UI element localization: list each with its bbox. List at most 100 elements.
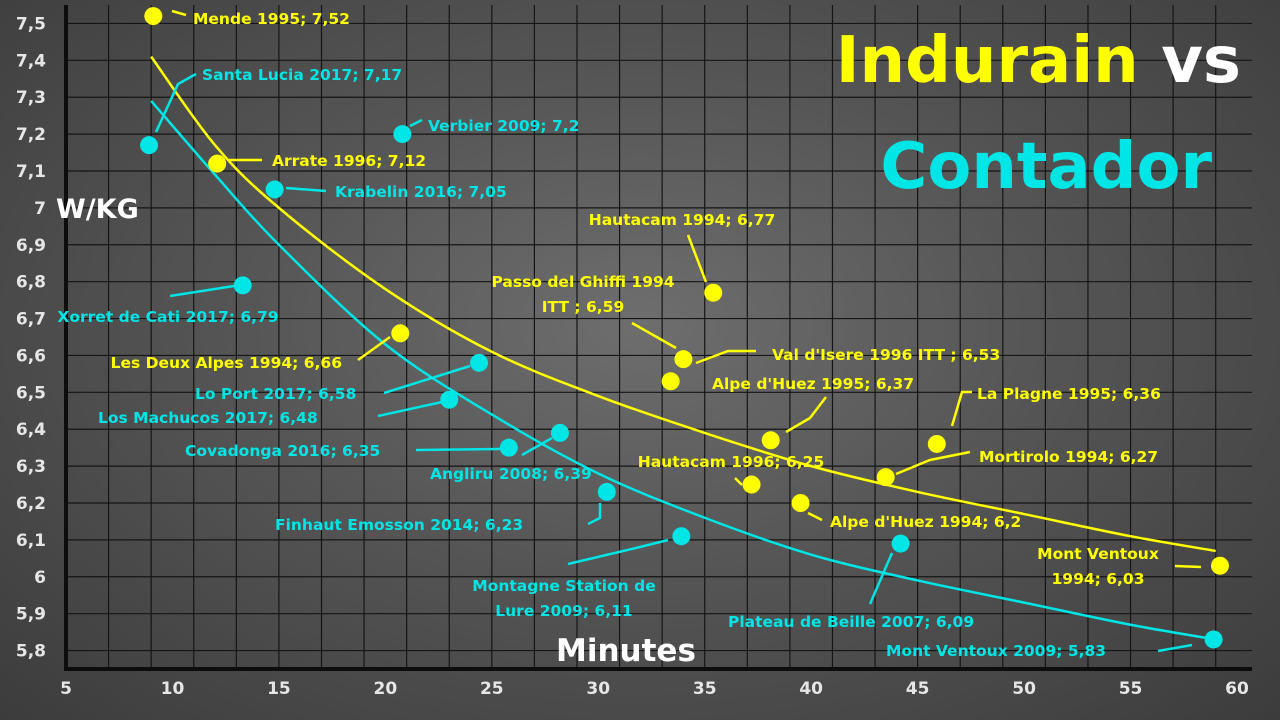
title-vs: vs (1161, 24, 1241, 98)
y-tick-label: 6,3 (16, 457, 46, 477)
y-tick-label: 6,9 (16, 236, 46, 256)
x-tick-label: 35 (693, 679, 717, 699)
y-tick-label: 7,3 (16, 88, 46, 108)
y-axis-label: W/KG (56, 194, 139, 225)
x-tick-label: 60 (1225, 679, 1249, 699)
point-label: Les Deux Alpes 1994; 6,66 (111, 354, 342, 372)
point-label: Alpe d'Huez 1995; 6,37 (712, 375, 914, 393)
leader-line (1174, 564, 1202, 569)
x-tick-label: 55 (1119, 679, 1143, 699)
chart-title: Indurain vs Contador (836, 24, 1241, 204)
data-point-contador (140, 136, 159, 155)
y-tick-label: 6,6 (16, 346, 46, 366)
point-label: Mont Ventoux (1037, 545, 1159, 563)
point-label: Mende 1995; 7,52 (193, 10, 350, 28)
y-tick-label: 5,9 (16, 605, 46, 625)
point-label: Krabelin 2016; 7,05 (335, 183, 507, 201)
y-tick-label: 7,4 (16, 51, 46, 71)
point-label: Passo del Ghiffi 1994 (491, 273, 674, 291)
data-point-contador (1204, 630, 1223, 649)
leader-line (631, 321, 677, 350)
leader-line (587, 503, 602, 526)
point-label: Montagne Station de (472, 577, 655, 595)
y-tick-label: 7,2 (16, 125, 46, 145)
point-label: Covadonga 2016; 6,35 (185, 442, 380, 460)
leader-line (1157, 643, 1193, 653)
leader-line (785, 396, 827, 434)
data-point-indurain (391, 324, 410, 343)
x-tick-label: 25 (480, 679, 504, 699)
leader-line (567, 538, 669, 566)
y-tick-label: 7 (34, 199, 46, 219)
data-point-indurain (144, 7, 163, 26)
data-point-indurain (704, 283, 723, 302)
y-tick-label: 5,8 (16, 642, 46, 662)
x-tick-label: 20 (374, 679, 398, 699)
y-tick-label: 6,4 (16, 420, 46, 440)
data-point-indurain (761, 431, 780, 450)
point-label: Finhaut Emosson 2014; 6,23 (275, 516, 523, 534)
point-label: Hautacam 1996; 6,25 (638, 453, 825, 471)
point-label: Verbier 2009; 7,2 (428, 117, 579, 135)
point-label: ITT ; 6,59 (542, 298, 625, 316)
leader-line (695, 349, 756, 365)
y-tick-label: 6,1 (16, 531, 46, 551)
data-point-indurain (876, 468, 895, 487)
point-label: Val d'Isere 1996 ITT ; 6,53 (772, 346, 1000, 364)
trend-line-contador (150, 100, 1216, 641)
data-point-contador (891, 534, 910, 553)
data-point-contador (393, 125, 412, 144)
y-tick-label: 6,5 (16, 383, 46, 403)
point-label: Angliru 2008; 6,39 (430, 465, 592, 483)
data-point-contador (470, 353, 489, 372)
data-point-contador (672, 527, 691, 546)
leader-line (383, 364, 471, 395)
y-tick-label: 6,2 (16, 494, 46, 514)
x-tick-label: 10 (161, 679, 185, 699)
leader-line (154, 72, 197, 133)
point-label: Plateau de Beille 2007; 6,09 (728, 613, 974, 631)
point-label: Santa Lucia 2017; 7,17 (202, 66, 402, 84)
data-point-contador (550, 423, 569, 442)
data-point-indurain (927, 434, 946, 453)
leader-line (868, 552, 894, 605)
leader-line (807, 511, 823, 522)
data-point-contador (597, 482, 616, 501)
point-label: Arrate 1996; 7,12 (272, 152, 426, 170)
point-labels: Mende 1995; 7,52 Arrate 1996; 7,12 Hautaca… (57, 10, 1160, 660)
leader-line (285, 186, 327, 193)
x-tick-label: 5 (60, 679, 72, 699)
x-tick-label: 50 (1012, 679, 1036, 699)
leader-line (521, 436, 553, 457)
trend-lines (150, 55, 1216, 641)
x-tick-label: 40 (799, 679, 823, 699)
leader-line (169, 284, 235, 298)
x-tick-label: 30 (586, 679, 610, 699)
y-tick-label: 6,7 (16, 310, 46, 330)
x-tick-labels: 5 10 15 20 25 30 35 40 45 50 55 60 (60, 679, 1249, 699)
y-tick-labels: 5,8 5,9 6 6,1 6,2 6,3 6,4 6,5 6,6 6,7 6,8 6,9 7 7,1 7,… (16, 14, 46, 661)
axes (64, 5, 1252, 671)
data-point-contador (265, 180, 284, 199)
grid (66, 5, 1252, 669)
x-tick-label: 45 (906, 679, 930, 699)
point-label: Los Machucos 2017; 6,48 (98, 409, 318, 427)
point-label: Hautacam 1994; 6,77 (589, 211, 776, 229)
leader-line (377, 400, 443, 418)
title-line-1: Indurain vs (836, 24, 1241, 98)
y-tick-label: 6,8 (16, 273, 46, 293)
data-point-contador (233, 276, 252, 295)
data-point-contador (440, 390, 459, 409)
leader-lines (154, 9, 1202, 653)
data-points (140, 7, 1229, 649)
data-point-indurain (674, 350, 693, 369)
leader-line (357, 335, 391, 362)
point-label: Mortirolo 1994; 6,27 (979, 448, 1158, 466)
leader-line (734, 477, 743, 486)
data-point-indurain (661, 372, 680, 391)
point-label: Mont Ventoux 2009; 5,83 (886, 642, 1106, 660)
y-tick-label: 6 (34, 568, 46, 588)
leader-line (686, 234, 708, 283)
leader-line (171, 9, 187, 17)
data-point-indurain (742, 475, 761, 494)
